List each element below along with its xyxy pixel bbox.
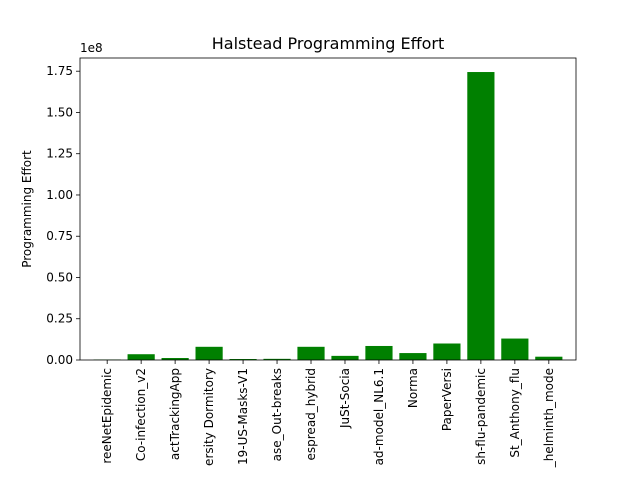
- plot-frame: [79, 57, 577, 361]
- x-tick-label: sh-flu-pandemic: [474, 368, 488, 465]
- bar: [229, 359, 257, 360]
- x-ticks-group: reeNetEpidemic Co-infection_v2 actTracking…: [100, 360, 556, 468]
- bar: [263, 358, 291, 360]
- bar: [331, 355, 359, 360]
- y-tick-label: 0.75: [46, 229, 73, 243]
- y-tick-label: 1.00: [46, 188, 73, 202]
- x-tick-label: Norma: [406, 368, 420, 408]
- x-tick-label: ad-model_NL6.1: [372, 368, 386, 465]
- y-ticks-group: 0.00 0.25 0.50 0.75 1.00 1.25 1.50 1.75: [46, 64, 80, 367]
- y-tick-label: 0.25: [46, 312, 73, 326]
- bar: [161, 358, 189, 360]
- y-tick-label: 0.00: [46, 353, 73, 367]
- x-tick-label: actTrackingApp: [168, 368, 182, 460]
- x-tick-label: Co-infection_v2: [134, 368, 148, 461]
- y-offset-label: 1e8: [80, 41, 103, 55]
- bar: [127, 354, 155, 360]
- x-tick-label: _helminth_mode: [542, 368, 556, 468]
- bar: [399, 353, 427, 360]
- y-tick-label: 1.50: [46, 105, 73, 119]
- y-tick-label: 1.75: [46, 64, 73, 78]
- chart-title: Halstead Programming Effort: [212, 34, 444, 53]
- bar: [297, 346, 325, 360]
- bar: [535, 356, 563, 360]
- x-tick-label: JuSt-Socia: [338, 368, 352, 429]
- y-tick-label: 1.25: [46, 147, 73, 161]
- x-tick-label: ase_Out-breaks: [270, 368, 284, 461]
- bar: [501, 338, 529, 360]
- x-tick-label: reeNetEpidemic: [100, 368, 114, 464]
- bar: [195, 346, 223, 360]
- x-tick-label: PaperVersi: [440, 368, 454, 431]
- y-tick-label: 0.50: [46, 270, 73, 284]
- x-tick-label: St_Anthony_flu: [508, 368, 522, 458]
- y-axis-label: Programming Effort: [20, 150, 34, 268]
- bar: [365, 345, 393, 360]
- x-tick-label: 19-US-Masks-V1: [236, 368, 250, 465]
- x-tick-label: ersity Dormitory: [202, 368, 216, 466]
- bar: [467, 72, 495, 360]
- bar: [433, 343, 461, 360]
- x-tick-label: espread_hybrid: [304, 368, 318, 460]
- bars-group: [93, 72, 563, 360]
